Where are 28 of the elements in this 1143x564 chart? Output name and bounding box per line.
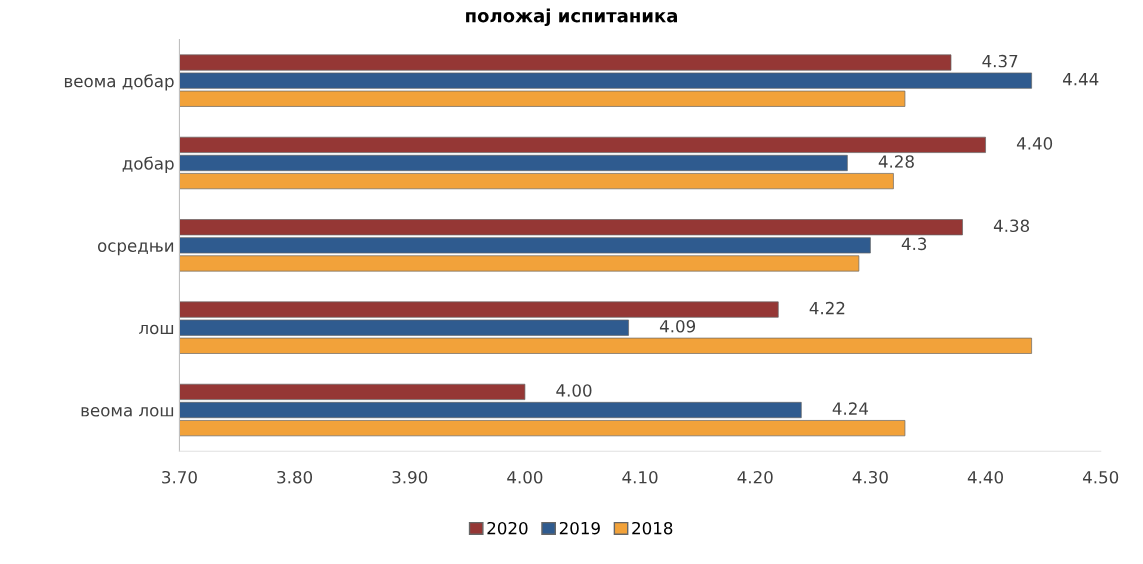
x-tick-label: 4.40 xyxy=(967,470,1003,484)
y-tick-label: веома лош xyxy=(81,407,174,417)
data-label: 4.37 xyxy=(982,54,1018,68)
data-label: 4.09 xyxy=(659,319,696,333)
x-tick-label: 3.80 xyxy=(277,470,313,484)
y-tick-label: веома добар xyxy=(64,74,174,91)
legend-label: 2019 xyxy=(559,521,600,535)
data-label: 4.40 xyxy=(1016,137,1053,150)
x-tick-label: 4.50 xyxy=(1082,470,1119,484)
data-label: 4.38 xyxy=(993,219,1030,233)
data-label: 4.00 xyxy=(556,384,592,397)
y-tick-label: лош xyxy=(139,324,174,335)
data-label: 4.24 xyxy=(832,402,869,415)
legend-label: 2018 xyxy=(632,521,673,535)
legend-label: 2020 xyxy=(487,521,528,535)
chart-title: положај испитаника xyxy=(466,8,677,27)
y-tick-label: добар xyxy=(122,156,174,173)
data-label: 4.28 xyxy=(878,155,914,168)
x-tick-label: 4.20 xyxy=(737,470,773,484)
x-tick-label: 4.30 xyxy=(852,470,888,484)
x-tick-label: 3.90 xyxy=(392,470,428,484)
x-tick-label: 4.10 xyxy=(622,470,658,484)
data-label: 4.44 xyxy=(1062,73,1099,86)
x-tick-label: 4.00 xyxy=(507,470,543,484)
x-tick-label: 3.70 xyxy=(162,470,197,484)
y-tick-label: осредњи xyxy=(97,242,174,256)
data-label: 4.22 xyxy=(809,301,845,315)
data-label: 4.3 xyxy=(901,237,927,251)
